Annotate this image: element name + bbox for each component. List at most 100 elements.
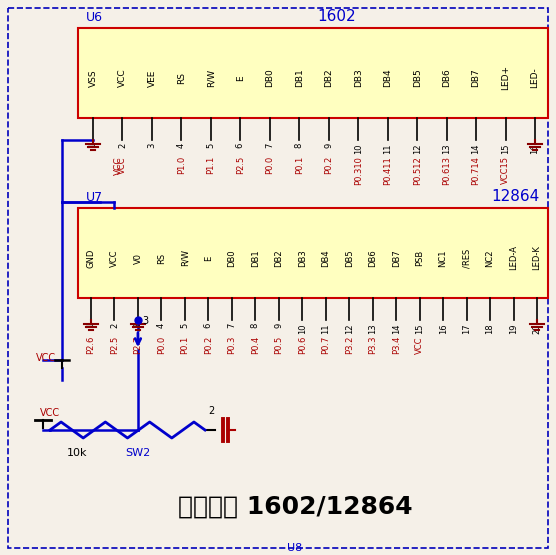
Text: 1: 1 <box>88 143 97 148</box>
Text: 2: 2 <box>118 143 127 148</box>
Text: DB7: DB7 <box>471 69 480 87</box>
Text: VCC: VCC <box>114 156 123 175</box>
Text: 12864: 12864 <box>492 189 540 204</box>
Text: VCC: VCC <box>40 408 60 418</box>
Text: VSS: VSS <box>88 69 97 87</box>
Text: 4: 4 <box>157 323 166 328</box>
Text: 7: 7 <box>265 143 274 148</box>
Text: P1.1: P1.1 <box>206 156 215 174</box>
Text: 9: 9 <box>274 323 284 328</box>
Text: RS: RS <box>177 72 186 84</box>
Text: P0.5: P0.5 <box>274 336 284 354</box>
Text: P3.2: P3.2 <box>345 336 354 355</box>
Text: E: E <box>236 75 245 81</box>
Text: 17: 17 <box>462 323 471 334</box>
Text: 12: 12 <box>413 143 421 154</box>
Text: 8: 8 <box>295 143 304 148</box>
Text: P0.7: P0.7 <box>321 336 330 355</box>
Text: LED+: LED+ <box>501 65 510 90</box>
Text: NC1: NC1 <box>439 249 448 267</box>
Text: P0.0: P0.0 <box>265 156 274 174</box>
Text: P0.1: P0.1 <box>180 336 190 354</box>
Text: 4: 4 <box>177 143 186 148</box>
Text: P0.6: P0.6 <box>298 336 307 355</box>
Text: GND: GND <box>87 248 96 268</box>
Text: P0.613: P0.613 <box>442 156 451 185</box>
Text: P1.0: P1.0 <box>177 156 186 174</box>
Text: 11: 11 <box>383 143 392 154</box>
Text: DB1: DB1 <box>251 249 260 267</box>
Text: 12: 12 <box>345 323 354 334</box>
Text: P0.2: P0.2 <box>324 156 333 174</box>
Text: 10: 10 <box>298 323 307 334</box>
Text: 19: 19 <box>509 323 518 334</box>
Text: VCC: VCC <box>415 336 424 354</box>
Text: LED-A: LED-A <box>509 245 518 270</box>
Text: DB7: DB7 <box>391 249 401 267</box>
Text: 10: 10 <box>354 143 363 154</box>
Text: SW2: SW2 <box>125 448 150 458</box>
Text: DB6: DB6 <box>442 69 451 87</box>
Text: DB0: DB0 <box>227 249 236 267</box>
Text: RS: RS <box>157 253 166 264</box>
Text: 16: 16 <box>530 143 539 154</box>
Text: P2.6: P2.6 <box>87 336 96 355</box>
Text: 显示模块 1602/12864: 显示模块 1602/12864 <box>178 495 413 519</box>
Text: 5: 5 <box>180 323 190 328</box>
Text: NC2: NC2 <box>485 249 494 267</box>
Text: 3: 3 <box>133 323 142 329</box>
Text: PSB: PSB <box>415 250 424 266</box>
Text: DB4: DB4 <box>383 69 392 87</box>
Text: DB5: DB5 <box>413 69 421 87</box>
Text: E: E <box>204 255 213 261</box>
Text: VCC: VCC <box>118 156 127 174</box>
Text: P2.7: P2.7 <box>133 336 142 355</box>
Text: 9: 9 <box>324 143 333 148</box>
Text: VCC: VCC <box>110 249 119 267</box>
Text: 6: 6 <box>236 143 245 148</box>
Text: U7: U7 <box>86 191 103 204</box>
Text: DB5: DB5 <box>345 249 354 267</box>
Text: 16: 16 <box>439 323 448 334</box>
Text: P0.512: P0.512 <box>413 156 421 185</box>
Text: LED-K: LED-K <box>533 245 542 270</box>
Text: R/W: R/W <box>206 69 215 87</box>
Text: P0.2: P0.2 <box>204 336 213 354</box>
Text: VCC15: VCC15 <box>501 156 510 184</box>
Text: DB0: DB0 <box>265 69 274 87</box>
Text: U6: U6 <box>86 11 103 24</box>
Text: 11: 11 <box>321 323 330 334</box>
Text: P0.4: P0.4 <box>251 336 260 354</box>
Text: P0.714: P0.714 <box>471 156 480 185</box>
Text: P0.0: P0.0 <box>157 336 166 354</box>
Text: P2.5: P2.5 <box>236 156 245 174</box>
Text: 10k: 10k <box>67 448 88 458</box>
Bar <box>78 28 548 118</box>
Text: DB1: DB1 <box>295 69 304 87</box>
Text: P0.411: P0.411 <box>383 156 392 185</box>
Text: P0.3: P0.3 <box>227 336 236 355</box>
Text: 15: 15 <box>501 143 510 154</box>
Text: DB2: DB2 <box>274 249 284 267</box>
Text: VEE: VEE <box>147 69 156 87</box>
Text: P2.5: P2.5 <box>110 336 119 354</box>
Text: DB2: DB2 <box>324 69 333 87</box>
Text: DB4: DB4 <box>321 249 330 267</box>
Text: 1602: 1602 <box>317 9 356 24</box>
Text: 2: 2 <box>208 406 214 416</box>
Text: 18: 18 <box>485 323 494 334</box>
Text: 5: 5 <box>206 143 215 148</box>
Text: 3: 3 <box>147 143 156 148</box>
Text: P0.1: P0.1 <box>295 156 304 174</box>
Text: VCC: VCC <box>118 69 127 87</box>
Text: R/W: R/W <box>180 250 190 266</box>
Text: P3.3: P3.3 <box>368 336 377 355</box>
Text: U8: U8 <box>287 543 302 553</box>
Text: VCC: VCC <box>36 353 56 363</box>
Text: LED-: LED- <box>530 68 539 88</box>
Text: 1: 1 <box>87 323 96 328</box>
Text: V0: V0 <box>133 253 142 264</box>
Text: 14: 14 <box>391 323 401 334</box>
Text: 20: 20 <box>533 323 542 334</box>
Text: /RES: /RES <box>462 249 471 268</box>
